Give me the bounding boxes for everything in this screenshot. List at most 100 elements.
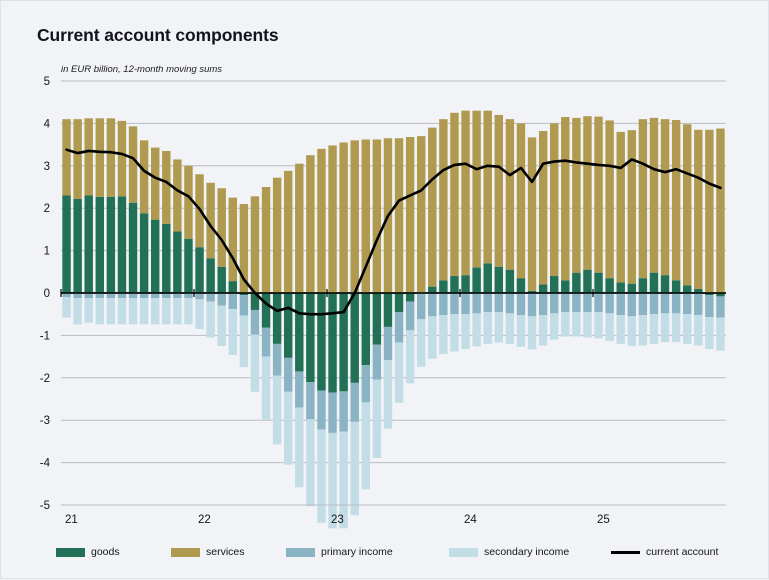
legend-item-secondary-income[interactable]: secondary income <box>449 542 569 562</box>
bar-segment <box>572 117 581 273</box>
bar-segment <box>716 296 725 318</box>
bar-segment <box>173 231 182 293</box>
bar-segment <box>272 293 282 344</box>
bar-segment <box>84 298 93 323</box>
bar-segment <box>106 118 116 197</box>
bar-segment <box>350 140 359 293</box>
bar-segment <box>627 283 637 293</box>
bar-segment <box>405 136 415 293</box>
bar-segment <box>328 432 337 529</box>
bar-segment <box>283 357 293 392</box>
bar-segment <box>117 120 127 197</box>
x-axis-tick-label: 23 <box>331 514 344 526</box>
bar-segment <box>95 293 105 299</box>
bar-segment <box>128 298 138 325</box>
bar-segment <box>250 293 260 310</box>
bar-segment <box>472 293 481 314</box>
bar-segment <box>272 375 282 445</box>
bar-segment <box>461 293 470 315</box>
bar-segment <box>206 182 215 259</box>
bar-segment <box>405 301 415 331</box>
bar-segment <box>649 293 659 315</box>
bar-segment <box>128 202 138 293</box>
legend-item-primary-income[interactable]: primary income <box>286 542 393 562</box>
bar-segment <box>660 313 670 343</box>
bar-segment <box>73 119 82 199</box>
bar-segment <box>616 282 625 293</box>
y-axis-tick-label: 4 <box>44 118 51 130</box>
bar-segment <box>239 295 249 316</box>
bar-segment <box>272 343 282 376</box>
bar-segment <box>361 139 371 293</box>
bar-segment <box>250 334 260 392</box>
bar-segment <box>671 120 681 281</box>
bar-segment <box>660 275 670 293</box>
bar-segment <box>295 293 304 372</box>
bar-segment <box>394 312 404 343</box>
bar-segment <box>505 269 515 293</box>
bar-segment <box>195 299 204 330</box>
bar-segment <box>73 298 82 325</box>
bar-segment <box>361 293 371 366</box>
bar-segment <box>317 148 326 293</box>
bar-segment <box>472 267 481 293</box>
bar-segment <box>306 155 315 293</box>
bar-segment <box>527 290 537 293</box>
bar-segment <box>516 293 526 316</box>
bar-segment <box>73 293 82 299</box>
bar-segment <box>173 293 182 299</box>
bar-segment <box>150 219 160 293</box>
bar-segment <box>228 309 238 355</box>
chart-legend: goods services primary income secondary inc… <box>1 542 769 566</box>
bar-segment <box>583 293 592 313</box>
legend-item-goods[interactable]: goods <box>56 542 120 562</box>
bar-segment <box>383 293 393 327</box>
bar-segment <box>139 140 149 214</box>
bar-segment <box>117 298 127 325</box>
bar-segment <box>339 391 348 432</box>
bar-segment <box>583 269 592 293</box>
bar-segment <box>527 293 537 317</box>
bar-segment <box>649 117 659 273</box>
bar-segment <box>295 371 304 408</box>
bar-segment <box>339 431 348 529</box>
bar-segment <box>439 315 448 355</box>
bar-segment <box>428 286 437 293</box>
current-account-line <box>65 148 722 316</box>
bar-segment <box>394 342 404 403</box>
bar-segment <box>682 124 692 286</box>
bar-segment <box>405 293 415 302</box>
bar-segment <box>638 293 648 316</box>
bar-segment <box>583 312 592 338</box>
bar-segment <box>328 392 337 433</box>
bar-segment <box>439 293 448 316</box>
bar-segment <box>239 203 249 293</box>
bar-segment <box>682 314 692 344</box>
legend-item-services[interactable]: services <box>171 542 245 562</box>
bar-segment <box>505 119 515 270</box>
legend-item-current-account[interactable]: current account <box>611 542 718 562</box>
bar-segment <box>383 326 393 360</box>
bar-segment <box>682 285 692 293</box>
bar-segment <box>428 293 437 317</box>
bar-segment <box>627 130 637 284</box>
bar-segment <box>671 313 681 343</box>
bar-segment <box>350 293 359 383</box>
bar-segment <box>150 147 160 220</box>
bar-segment <box>649 314 659 344</box>
bar-segment <box>605 313 614 341</box>
bar-segment <box>383 359 393 429</box>
bar-segment <box>328 293 337 393</box>
bar-segment <box>483 110 492 264</box>
bar-segment <box>394 138 404 293</box>
bar-segment <box>605 293 614 314</box>
bar-segment <box>716 317 725 351</box>
bar-segment <box>483 263 492 293</box>
bar-segment <box>95 298 105 325</box>
bar-segment <box>705 129 714 293</box>
bar-segment <box>461 110 470 276</box>
legend-swatch-icon <box>171 547 200 557</box>
bar-segment <box>416 319 426 367</box>
bar-segment <box>184 298 193 325</box>
